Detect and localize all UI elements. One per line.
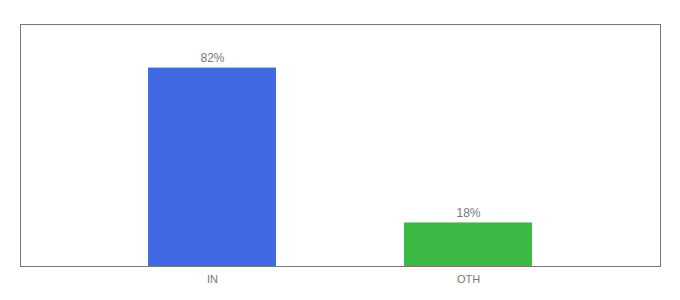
svg-text:18%: 18%	[456, 206, 480, 220]
svg-text:82%: 82%	[200, 51, 224, 65]
svg-text:IN: IN	[207, 273, 218, 285]
svg-text:OTH: OTH	[457, 273, 480, 285]
